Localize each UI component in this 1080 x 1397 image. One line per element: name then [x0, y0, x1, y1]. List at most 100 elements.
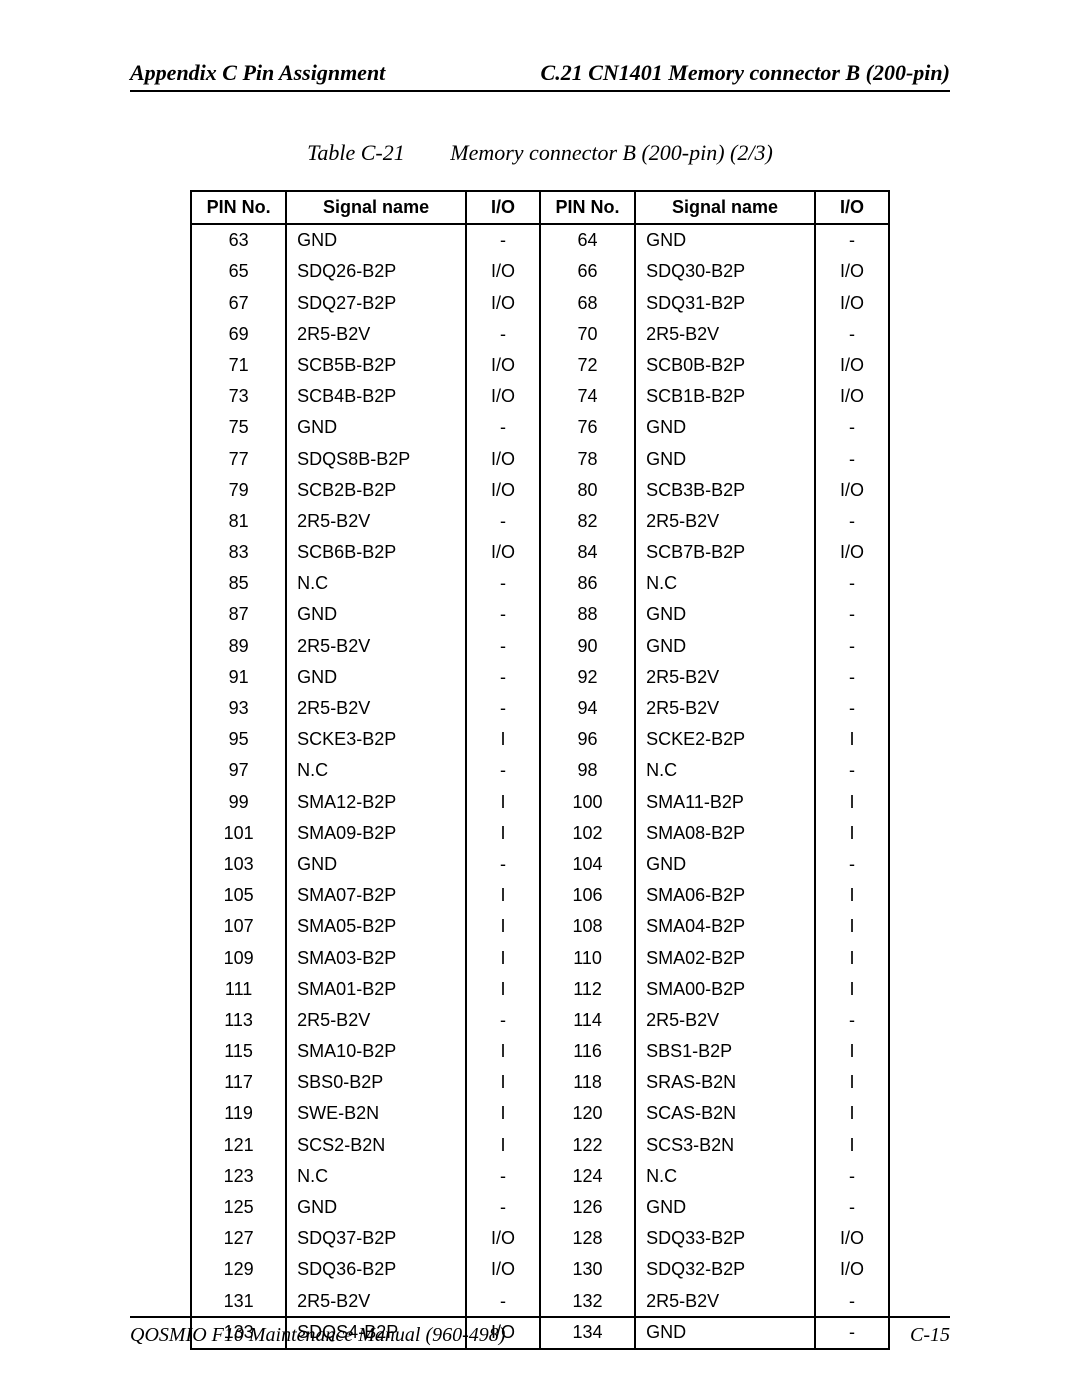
table-cell: -	[815, 662, 889, 693]
table-cell: GND	[286, 412, 466, 443]
table-cell: I	[466, 943, 540, 974]
table-cell: GND	[286, 662, 466, 693]
table-cell: I/O	[466, 256, 540, 287]
table-cell: GND	[286, 224, 466, 256]
table-cell: 99	[191, 787, 286, 818]
table-cell: I/O	[466, 1223, 540, 1254]
table-cell: 71	[191, 350, 286, 381]
col-header-signal-right: Signal name	[635, 191, 815, 224]
table-cell: 129	[191, 1254, 286, 1285]
table-cell: I	[466, 880, 540, 911]
table-cell: SCB5B-B2P	[286, 350, 466, 381]
footer-right: C-15	[910, 1324, 950, 1347]
table-cell: 65	[191, 256, 286, 287]
table-cell: -	[466, 1005, 540, 1036]
table-cell: SCB4B-B2P	[286, 381, 466, 412]
page-header: Appendix C Pin Assignment C.21 CN1401 Me…	[130, 60, 950, 92]
table-cell: 97	[191, 755, 286, 786]
table-row: 812R5-B2V-822R5-B2V-	[191, 506, 889, 537]
col-header-pin-right: PIN No.	[540, 191, 635, 224]
table-cell: -	[466, 631, 540, 662]
table-cell: -	[815, 1161, 889, 1192]
table-cell: I	[466, 787, 540, 818]
table-cell: GND	[286, 1192, 466, 1223]
table-cell: I/O	[815, 381, 889, 412]
table-cell: SDQS8B-B2P	[286, 444, 466, 475]
table-cell: N.C	[286, 1161, 466, 1192]
table-cell: SCB2B-B2P	[286, 475, 466, 506]
table-cell: 82	[540, 506, 635, 537]
table-cell: SCB0B-B2P	[635, 350, 815, 381]
table-row: 91GND-922R5-B2V-	[191, 662, 889, 693]
table-row: 103GND-104GND-	[191, 849, 889, 880]
table-cell: 125	[191, 1192, 286, 1223]
table-cell: I/O	[466, 288, 540, 319]
table-cell: I	[815, 943, 889, 974]
table-cell: 87	[191, 599, 286, 630]
table-cell: SCAS-B2N	[635, 1098, 815, 1129]
table-cell: N.C	[635, 755, 815, 786]
table-row: 99SMA12-B2PI100SMA11-B2PI	[191, 787, 889, 818]
table-cell: I	[466, 1067, 540, 1098]
table-cell: GND	[286, 849, 466, 880]
table-cell: 131	[191, 1286, 286, 1317]
table-cell: I/O	[815, 350, 889, 381]
table-cell: 92	[540, 662, 635, 693]
header-left: Appendix C Pin Assignment	[130, 60, 385, 86]
table-cell: 72	[540, 350, 635, 381]
caption-text: Memory connector B (200-pin) (2/3)	[450, 140, 773, 165]
table-cell: 85	[191, 568, 286, 599]
table-row: 129SDQ36-B2PI/O130SDQ32-B2PI/O	[191, 1254, 889, 1285]
table-cell: 114	[540, 1005, 635, 1036]
table-cell: I/O	[815, 537, 889, 568]
table-row: 119SWE-B2NI120SCAS-B2NI	[191, 1098, 889, 1129]
table-cell: -	[815, 506, 889, 537]
table-cell: 100	[540, 787, 635, 818]
table-cell: -	[815, 599, 889, 630]
table-cell: SBS1-B2P	[635, 1036, 815, 1067]
table-cell: I	[815, 1130, 889, 1161]
table-cell: 90	[540, 631, 635, 662]
table-cell: 80	[540, 475, 635, 506]
table-cell: SDQ32-B2P	[635, 1254, 815, 1285]
table-cell: -	[466, 412, 540, 443]
table-cell: 117	[191, 1067, 286, 1098]
table-cell: SMA07-B2P	[286, 880, 466, 911]
table-row: 79SCB2B-B2PI/O80SCB3B-B2PI/O	[191, 475, 889, 506]
table-cell: 119	[191, 1098, 286, 1129]
table-cell: -	[815, 755, 889, 786]
table-cell: I/O	[815, 475, 889, 506]
table-cell: GND	[635, 444, 815, 475]
table-cell: 96	[540, 724, 635, 755]
table-row: 85N.C-86N.C-	[191, 568, 889, 599]
table-cell: -	[815, 1286, 889, 1317]
table-cell: 91	[191, 662, 286, 693]
table-cell: 93	[191, 693, 286, 724]
table-cell: I	[466, 1036, 540, 1067]
table-cell: SDQ26-B2P	[286, 256, 466, 287]
table-row: 73SCB4B-B2PI/O74SCB1B-B2PI/O	[191, 381, 889, 412]
table-cell: SMA04-B2P	[635, 911, 815, 942]
table-cell: GND	[635, 631, 815, 662]
table-cell: 95	[191, 724, 286, 755]
table-cell: 111	[191, 974, 286, 1005]
table-cell: -	[815, 693, 889, 724]
table-cell: -	[815, 568, 889, 599]
table-cell: I	[815, 818, 889, 849]
col-header-pin-left: PIN No.	[191, 191, 286, 224]
table-cell: 130	[540, 1254, 635, 1285]
table-cell: 83	[191, 537, 286, 568]
table-row: 83SCB6B-B2PI/O84SCB7B-B2PI/O	[191, 537, 889, 568]
table-cell: I	[815, 880, 889, 911]
table-row: 65SDQ26-B2PI/O66SDQ30-B2PI/O	[191, 256, 889, 287]
table-cell: 77	[191, 444, 286, 475]
table-cell: 68	[540, 288, 635, 319]
table-cell: 124	[540, 1161, 635, 1192]
table-cell: 81	[191, 506, 286, 537]
table-cell: 110	[540, 943, 635, 974]
table-cell: GND	[635, 1192, 815, 1223]
table-cell: 128	[540, 1223, 635, 1254]
table-cell: I/O	[466, 381, 540, 412]
table-cell: 118	[540, 1067, 635, 1098]
table-cell: 2R5-B2V	[635, 693, 815, 724]
